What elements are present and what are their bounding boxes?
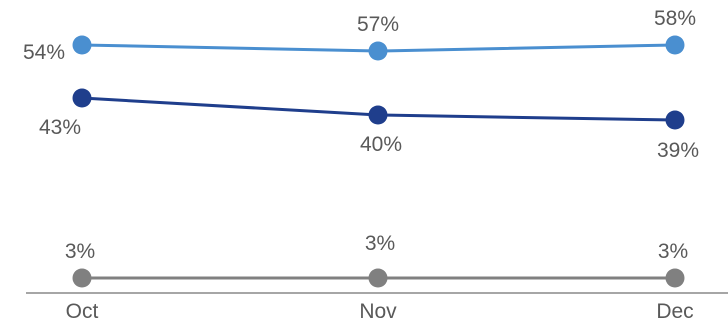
x-tick-label-oct: Oct: [66, 300, 99, 323]
series-1-label-nov: 57%: [357, 13, 399, 36]
x-axis-ticks: Oct Nov Dec: [66, 300, 694, 323]
x-tick-label-nov: Nov: [359, 300, 397, 323]
series-2-point-nov: [368, 105, 388, 125]
series-3-label-oct: 3%: [65, 240, 95, 263]
series-1-point-nov: [368, 41, 388, 61]
series-2-label-oct: 43%: [39, 116, 81, 139]
series-1-label-oct: 54%: [23, 41, 65, 64]
series-layer: 54% 57% 58% 43% 40% 39% 3% 3% 3%: [23, 7, 699, 288]
series-1-point-oct: [72, 35, 92, 55]
series-1: 54% 57% 58%: [23, 7, 696, 64]
series-2-point-dec: [665, 110, 685, 130]
series-3-point-nov: [368, 268, 388, 288]
series-2-label-nov: 40%: [360, 133, 402, 156]
series-2-label-dec: 39%: [657, 139, 699, 162]
series-2-point-oct: [72, 88, 92, 108]
series-3-label-dec: 3%: [658, 240, 688, 263]
series-3-point-dec: [665, 268, 685, 288]
series-3: 3% 3% 3%: [65, 232, 688, 288]
x-tick-label-dec: Dec: [656, 300, 693, 323]
series-3-label-nov: 3%: [365, 232, 395, 255]
series-1-label-dec: 58%: [654, 7, 696, 30]
series-3-point-oct: [72, 268, 92, 288]
series-1-point-dec: [665, 35, 685, 55]
series-2: 43% 40% 39%: [39, 88, 699, 162]
